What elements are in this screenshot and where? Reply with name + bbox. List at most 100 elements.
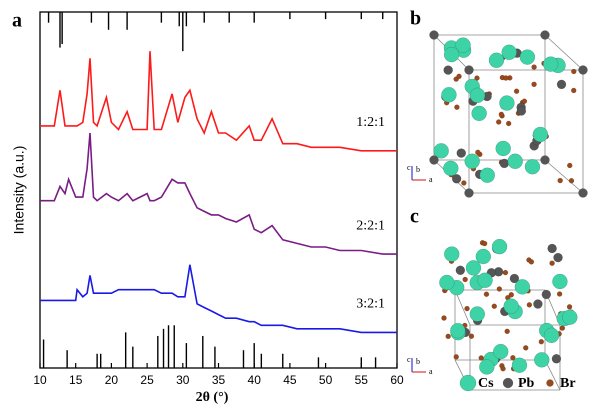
axis-letter: c <box>407 355 411 364</box>
atom <box>465 189 474 198</box>
atom <box>542 290 551 299</box>
atom <box>503 76 508 81</box>
atom <box>457 74 462 79</box>
atom <box>454 354 459 359</box>
atom <box>508 154 523 169</box>
atom <box>547 380 554 387</box>
atom <box>499 96 514 111</box>
atom <box>469 334 474 339</box>
atom <box>567 163 572 168</box>
atom <box>512 358 527 373</box>
atom <box>441 87 456 102</box>
atom <box>456 266 465 275</box>
x-tick-label: 15 <box>69 373 83 387</box>
atom <box>501 366 506 371</box>
legend-label: Br <box>560 376 576 391</box>
atom <box>465 306 470 311</box>
series-label: 2:2:1 <box>356 218 385 233</box>
atom <box>554 253 563 262</box>
x-tick-label: 35 <box>212 373 226 387</box>
atom <box>499 112 504 117</box>
atom <box>484 292 489 297</box>
atom <box>446 334 451 339</box>
y-axis-label: Intensity (a.u.) <box>11 146 27 235</box>
atom <box>461 180 466 185</box>
atom <box>441 316 446 321</box>
atom <box>527 302 532 307</box>
atom <box>567 304 572 309</box>
atom <box>500 159 509 168</box>
axis-letter: a <box>429 175 433 184</box>
legend-label: Cs <box>478 376 494 391</box>
axis-letter: c <box>407 163 411 172</box>
atom <box>532 82 537 87</box>
figure: a 2θ (°) Intensity (a.u.) b c cbacbaCsPb… <box>0 0 603 410</box>
atom <box>533 300 542 309</box>
atom <box>557 80 566 89</box>
atom <box>444 66 453 75</box>
series-line <box>40 133 397 254</box>
atom <box>465 154 480 169</box>
atom <box>503 378 513 388</box>
atom <box>503 270 508 275</box>
x-tick-label: 30 <box>176 373 190 387</box>
atom <box>552 354 561 363</box>
atom <box>557 292 562 297</box>
atom <box>520 50 535 65</box>
atom <box>457 149 466 158</box>
axis-letter: b <box>416 165 420 174</box>
atom <box>465 66 474 75</box>
x-tick-label: 50 <box>319 373 333 387</box>
atom <box>493 344 508 359</box>
atom <box>534 352 549 367</box>
atom <box>444 47 459 62</box>
panel-label: a <box>12 10 22 32</box>
atom <box>430 156 439 165</box>
atom <box>541 31 550 40</box>
atom <box>544 328 559 343</box>
atom <box>558 178 563 183</box>
series-label: 1:2:1 <box>356 115 385 130</box>
atom <box>514 89 519 94</box>
atom <box>479 359 494 374</box>
atom <box>470 88 485 103</box>
atom <box>579 189 588 198</box>
legend-label: Pb <box>518 376 535 391</box>
atom <box>523 345 528 350</box>
atom <box>492 304 497 309</box>
atom <box>517 106 526 115</box>
x-tick-label: 45 <box>283 373 297 387</box>
atom <box>463 277 468 282</box>
atom <box>450 323 465 338</box>
atom <box>479 355 484 360</box>
atom <box>539 339 544 344</box>
panel-label: b <box>410 8 421 30</box>
atom <box>482 241 487 246</box>
atom <box>569 178 574 183</box>
cell-edge <box>545 160 583 193</box>
atom <box>466 260 481 275</box>
atom <box>533 127 548 142</box>
atom <box>543 57 558 72</box>
x-tick-label: 40 <box>248 373 262 387</box>
atom <box>460 375 476 391</box>
atom <box>475 150 480 155</box>
atom <box>496 120 501 125</box>
atom <box>443 161 458 176</box>
x-tick-label: 10 <box>33 373 47 387</box>
atom <box>548 244 557 253</box>
series-line <box>40 265 397 333</box>
atom <box>430 31 439 40</box>
atom <box>506 121 511 126</box>
atom <box>532 65 537 70</box>
x-tick-label: 60 <box>390 373 404 387</box>
atom <box>550 261 555 266</box>
atom <box>562 310 577 325</box>
atom <box>571 88 576 93</box>
atom <box>552 274 567 289</box>
x-tick-label: 20 <box>105 373 119 387</box>
atom <box>472 106 487 121</box>
atom <box>579 66 588 75</box>
atom <box>515 279 530 294</box>
